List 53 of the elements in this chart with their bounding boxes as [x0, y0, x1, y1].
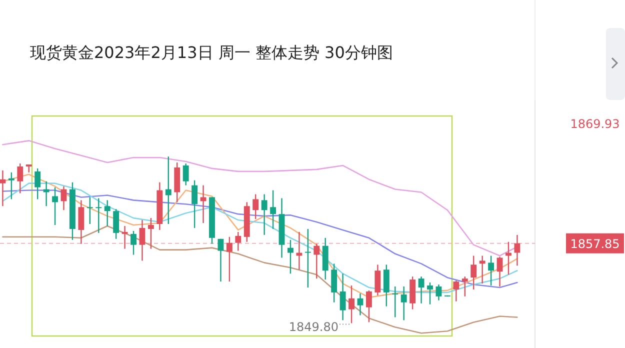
- candlestick: [331, 263, 338, 303]
- candlestick: [270, 190, 276, 230]
- candlestick: [288, 239, 294, 274]
- candlestick: [104, 200, 110, 227]
- candlestick: [304, 228, 311, 288]
- candlestick: [60, 186, 67, 211]
- candlestick: [0, 170, 6, 207]
- candlestick: [514, 234, 520, 266]
- candlestick: [200, 184, 206, 224]
- candlestick: [182, 162, 189, 186]
- candlestick: [261, 194, 268, 236]
- candlestick: [52, 186, 58, 226]
- title: 现货黄金2023年2月13日 周一 整体走势 30分钟图: [30, 43, 393, 62]
- candlestick: [130, 230, 136, 256]
- candlestick: [314, 243, 320, 280]
- candlestick: [113, 208, 120, 240]
- annotation: 1849.80: [288, 320, 339, 334]
- candlestick: [235, 231, 242, 252]
- candlestick: [43, 180, 50, 207]
- candlestick: [148, 217, 154, 250]
- candlestick: [357, 292, 364, 316]
- candlestick: [192, 180, 198, 229]
- candlestick: [34, 168, 41, 200]
- ytick: 1869.93: [570, 117, 620, 131]
- candlestick: [165, 156, 172, 225]
- candlestick: [340, 273, 346, 321]
- candlestick: [86, 196, 93, 225]
- candlestick: [8, 172, 14, 200]
- candlestick: [479, 255, 486, 284]
- candlestick: [252, 194, 259, 220]
- candlestick: [374, 264, 381, 296]
- candlestick: [383, 264, 390, 307]
- candlestick: [488, 255, 494, 286]
- candlestick: [410, 276, 416, 310]
- candlestick: [496, 256, 503, 288]
- ytick: 1857.85: [570, 236, 620, 251]
- candlestick: [470, 255, 477, 290]
- candlestick: [462, 276, 468, 298]
- candlestick: [122, 225, 128, 250]
- candlestick: [96, 198, 102, 234]
- candlestick: [418, 276, 424, 304]
- candlestick: [427, 282, 433, 305]
- candlestick: [400, 286, 407, 321]
- candlestick: [218, 238, 224, 282]
- candlestick: [392, 286, 398, 318]
- candlestick: [139, 219, 146, 262]
- candlestick: [436, 284, 442, 301]
- candlestick: [348, 284, 354, 324]
- candlestick: [17, 162, 24, 194]
- candlestick: [366, 290, 372, 323]
- candlestick: [226, 236, 232, 282]
- candlestick: [453, 280, 460, 302]
- candlestick: [78, 200, 84, 244]
